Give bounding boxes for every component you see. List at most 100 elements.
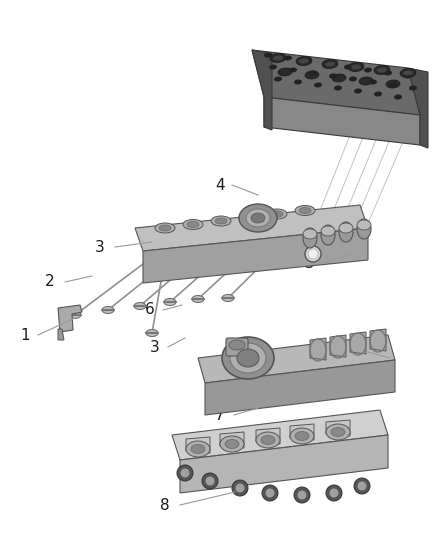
Ellipse shape [278, 68, 292, 76]
Ellipse shape [192, 295, 204, 303]
Ellipse shape [314, 83, 322, 87]
Ellipse shape [321, 225, 335, 245]
Ellipse shape [267, 209, 287, 219]
Ellipse shape [357, 220, 371, 230]
Ellipse shape [289, 68, 297, 72]
Polygon shape [205, 360, 395, 415]
Ellipse shape [386, 80, 400, 88]
Ellipse shape [384, 70, 392, 76]
Text: 1: 1 [20, 327, 30, 343]
Circle shape [265, 489, 275, 497]
Ellipse shape [351, 64, 361, 69]
Ellipse shape [239, 213, 259, 222]
Ellipse shape [325, 61, 335, 67]
Ellipse shape [331, 427, 345, 437]
Text: 2: 2 [45, 274, 55, 289]
Circle shape [236, 483, 244, 492]
Circle shape [357, 481, 367, 490]
Ellipse shape [400, 68, 416, 77]
Ellipse shape [374, 92, 382, 96]
Ellipse shape [229, 340, 245, 350]
Ellipse shape [159, 225, 171, 231]
Ellipse shape [264, 52, 272, 58]
Ellipse shape [215, 218, 227, 224]
Ellipse shape [308, 249, 318, 259]
Circle shape [205, 477, 215, 486]
Ellipse shape [344, 64, 352, 69]
Ellipse shape [326, 424, 350, 440]
Ellipse shape [322, 60, 338, 69]
Ellipse shape [409, 85, 417, 91]
Polygon shape [370, 329, 386, 351]
Circle shape [177, 465, 193, 481]
Ellipse shape [403, 70, 413, 76]
Ellipse shape [222, 295, 234, 302]
Ellipse shape [377, 68, 387, 72]
Text: 4: 4 [350, 344, 360, 359]
Polygon shape [330, 335, 346, 357]
Ellipse shape [256, 432, 280, 448]
Circle shape [329, 489, 339, 497]
Ellipse shape [270, 53, 286, 62]
Ellipse shape [102, 306, 114, 313]
Ellipse shape [334, 85, 342, 91]
Circle shape [354, 478, 370, 494]
Ellipse shape [389, 83, 397, 87]
Ellipse shape [309, 70, 317, 76]
Ellipse shape [164, 298, 176, 305]
Text: 8: 8 [160, 497, 170, 513]
Ellipse shape [299, 59, 309, 63]
Ellipse shape [359, 77, 373, 85]
Ellipse shape [246, 209, 270, 227]
Ellipse shape [357, 219, 371, 239]
Text: 7: 7 [215, 408, 225, 423]
Ellipse shape [305, 71, 319, 79]
Circle shape [202, 473, 218, 489]
Ellipse shape [295, 432, 309, 440]
Circle shape [294, 487, 310, 503]
Ellipse shape [354, 88, 362, 93]
Ellipse shape [134, 303, 146, 310]
Ellipse shape [329, 74, 337, 78]
Circle shape [232, 480, 248, 496]
Polygon shape [186, 437, 210, 453]
Polygon shape [408, 68, 428, 148]
Ellipse shape [211, 216, 231, 226]
Ellipse shape [186, 441, 210, 457]
Ellipse shape [239, 204, 277, 232]
Ellipse shape [187, 222, 199, 228]
FancyBboxPatch shape [226, 338, 248, 356]
Ellipse shape [299, 207, 311, 214]
Text: 6: 6 [145, 303, 155, 318]
Polygon shape [252, 50, 420, 115]
Ellipse shape [339, 222, 353, 242]
Polygon shape [290, 424, 314, 440]
Ellipse shape [146, 329, 158, 336]
Ellipse shape [364, 68, 372, 72]
Ellipse shape [369, 79, 377, 85]
Ellipse shape [230, 343, 266, 373]
Polygon shape [252, 50, 272, 130]
Ellipse shape [243, 214, 255, 221]
Ellipse shape [339, 223, 353, 233]
Circle shape [180, 469, 190, 478]
Ellipse shape [290, 428, 314, 444]
Ellipse shape [183, 220, 203, 230]
Ellipse shape [274, 76, 282, 82]
Polygon shape [310, 338, 326, 360]
Ellipse shape [237, 349, 259, 367]
Ellipse shape [404, 74, 412, 78]
Ellipse shape [155, 223, 175, 233]
Ellipse shape [305, 246, 321, 262]
Ellipse shape [191, 445, 205, 454]
Polygon shape [256, 428, 280, 444]
Ellipse shape [222, 337, 274, 379]
Text: 3: 3 [95, 239, 105, 254]
Ellipse shape [324, 61, 332, 67]
Ellipse shape [269, 64, 277, 69]
Ellipse shape [284, 55, 292, 61]
Text: 3: 3 [150, 340, 160, 354]
Ellipse shape [303, 228, 317, 248]
Circle shape [297, 490, 307, 499]
Ellipse shape [294, 79, 302, 85]
